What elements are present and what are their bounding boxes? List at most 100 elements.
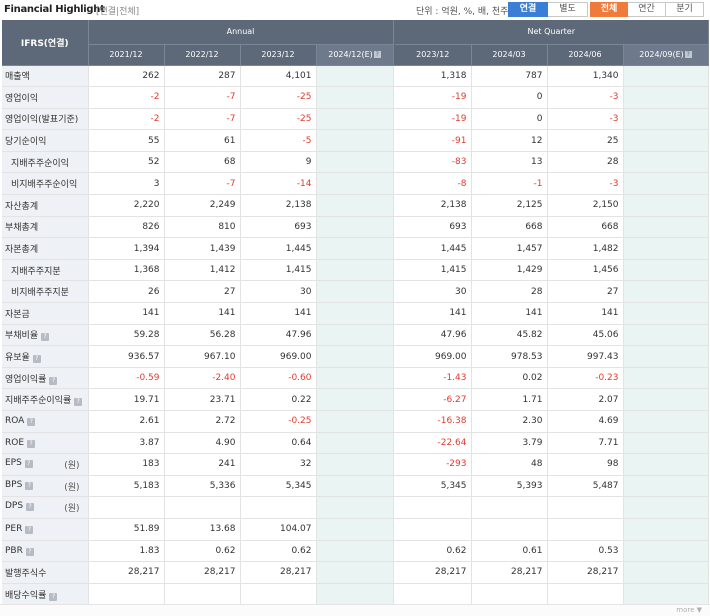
group-divider [393,324,395,347]
info-icon[interactable]: ? [373,51,381,58]
help-icon[interactable]: ? [49,376,58,385]
quarter-value-cell [623,172,709,196]
row-label: 유보율 [5,353,30,364]
annual-estimate-col-label: 2024/12(E) [328,50,373,59]
quarter-col-header: 2024/03 [471,44,548,66]
quarter-value-cell: 1,318 [395,65,472,88]
annual-value-cell: 104.07 [240,518,317,541]
row-label: ROE [5,437,25,448]
row-label: BPS [5,479,23,490]
annual-value-cell [316,324,394,347]
quarter-value-cell [395,496,472,519]
table-row: 영업이익 -2 -7 -25 -19 0 -3 [2,86,709,109]
quarter-value-cell: 0.02 [471,367,548,390]
row-label: 매출액 [5,72,30,83]
table-row: 자본총계 1,394 1,439 1,445 1,445 1,457 1,482 [2,237,709,260]
group-divider [393,280,395,304]
quarter-value-cell: 48 [471,453,548,476]
help-icon[interactable]: ? [24,459,33,468]
quarter-value-cell [623,475,709,498]
quarter-value-cell: 2,150 [547,194,624,217]
quarter-value-cell [623,216,709,239]
more-link[interactable]: more ▼ [676,606,702,614]
help-icon[interactable]: ? [41,333,50,342]
table-row: 당기순이익 55 61 -5 -91 12 25 [2,129,709,152]
annual-value-cell [316,518,394,541]
table-row: 지배주주순이익률? 19.71 23.71 0.22 -6.27 1.71 2.07 [2,388,709,411]
annual-value-cell: 30 [240,280,317,304]
tab-all[interactable]: 전체 [590,2,628,17]
annual-value-cell [316,410,394,433]
row-label-cell: 자본총계 [2,237,89,260]
table-row: DPS? (원) [2,496,709,519]
quarter-value-cell: -6.27 [395,388,472,411]
quarter-value-cell: 13 [471,151,548,174]
annual-value-cell [316,475,394,498]
quarter-estimate-col-label: 2024/09(E) [639,50,684,59]
help-icon[interactable]: ? [27,439,36,448]
annual-value-cell: 262 [88,65,165,88]
annual-value-cell [240,583,317,606]
group-divider [393,259,395,282]
tab-quarter[interactable]: 분기 [666,2,704,17]
help-icon[interactable]: ? [74,398,83,407]
row-label-cell: EPS? (원) [2,453,89,476]
row-label: 부채총계 [5,223,39,234]
help-icon[interactable]: ? [26,503,35,512]
quarter-value-cell [623,302,709,325]
quarter-value-cell: 1.71 [471,388,548,411]
tab-annual[interactable]: 연간 [628,2,666,17]
annual-value-cell: 9 [240,151,317,174]
tab-separate[interactable]: 별도 [548,2,588,17]
quarter-value-cell: 1,482 [547,237,624,260]
quarter-value-cell: 0.53 [547,540,624,563]
help-icon[interactable]: ? [49,592,58,601]
quarter-value-cell: 5,345 [395,475,472,498]
quarter-col-header: 2024/06 [547,44,624,66]
group-divider [393,108,395,131]
help-icon[interactable]: ? [25,481,34,490]
row-label: 당기순이익 [5,137,47,148]
annual-value-cell: 47.96 [240,324,317,347]
annual-value-cell [316,496,394,519]
annual-value-cell [164,583,241,606]
quarter-value-cell: 28,217 [471,561,548,584]
info-icon[interactable]: ? [684,51,692,58]
annual-value-cell: 2.72 [164,410,241,433]
annual-value-cell: 2.61 [88,410,165,433]
quarter-value-cell: 5,487 [547,475,624,498]
quarter-value-cell: 30 [395,280,472,304]
annual-value-cell: 28,217 [240,561,317,584]
row-label-cell: 부채비율? [2,324,89,347]
annual-value-cell: 141 [164,302,241,325]
quarter-value-cell: 0.61 [471,540,548,563]
help-icon[interactable]: ? [32,355,41,364]
annual-value-cell: -0.60 [240,367,317,390]
annual-value-cell [316,367,394,390]
annual-col-header: 2021/12 [88,44,165,66]
group-divider [393,410,395,433]
row-label: 영업이익 [5,93,39,104]
row-label-cell: 지배주주순이익률? [2,388,89,411]
row-label: EPS [5,457,22,468]
annual-value-cell: 5,183 [88,475,165,498]
annual-value-cell: -25 [240,108,317,131]
annual-value-cell: 51.89 [88,518,165,541]
help-icon[interactable]: ? [25,547,34,556]
row-label: 자산총계 [5,201,39,212]
quarter-value-cell: 3.79 [471,432,548,455]
quarter-value-cell: -3 [547,86,624,109]
annual-value-cell: -0.59 [88,367,165,390]
tab-consolidated[interactable]: 연결 [508,2,548,17]
help-icon[interactable]: ? [27,418,36,427]
help-icon[interactable]: ? [25,526,34,535]
table-row: 발행주식수 28,217 28,217 28,217 28,217 28,217 28,21… [2,561,709,584]
annual-value-cell [316,561,394,584]
annual-value-cell: 183 [88,453,165,476]
annual-value-cell: 1,412 [164,259,241,282]
annual-value-cell [316,432,394,455]
table-row: EPS? (원) 183 241 32 -293 48 98 [2,453,709,476]
annual-value-cell: 969.00 [240,345,317,368]
group-divider [393,86,395,109]
quarter-value-cell [623,496,709,519]
